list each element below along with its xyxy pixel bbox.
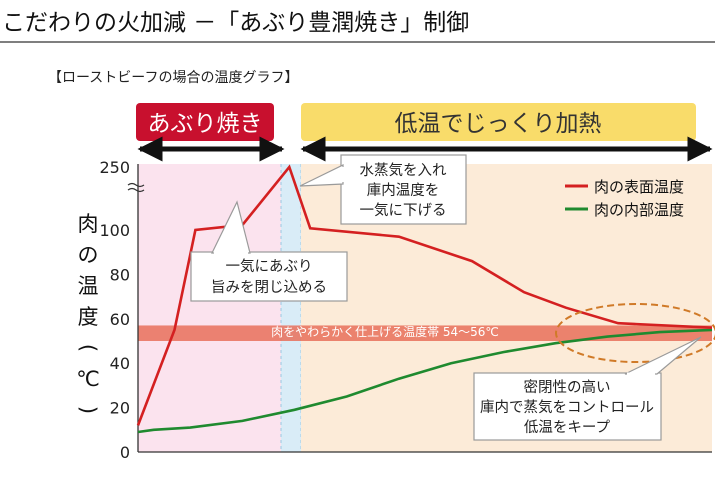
low-temp-dashed-oval	[555, 303, 715, 363]
callout-sealed: 密閉性の高い 庫内で蒸気をコントロール 低温をキープ	[473, 336, 702, 441]
callout-sear-line-2: 旨みを閉じ込める	[211, 279, 327, 296]
callout-sealed-line-3: 低温をキープ	[524, 419, 611, 436]
y-tick-label: 40	[110, 354, 130, 373]
y-axis-title-char: の	[78, 243, 99, 267]
series-line-surface	[136, 164, 713, 426]
zone-steam	[281, 164, 301, 452]
y-tick-label: 60	[110, 310, 130, 329]
callout-sealed-line-1: 密閉性の高い	[524, 379, 611, 396]
y-axis-title-char: ℃	[76, 367, 100, 391]
callout-steam-line-1: 水蒸気を入れ	[360, 162, 447, 179]
y-tick-label: 100	[99, 221, 130, 240]
y-tick-labels: 0 20 40 60 80 100 250	[99, 158, 130, 462]
page-title: こだわりの火加減 －「あぶり豊潤焼き」制御	[2, 10, 469, 36]
phase-banner-low-label: 低温でじっくり加熱	[395, 111, 602, 137]
callout-sealed-box	[473, 372, 662, 441]
y-axis-title-char: 度	[78, 305, 99, 329]
legend: 肉の表面温度 肉の内部温度	[565, 178, 684, 219]
y-tick-label: 250	[99, 158, 130, 177]
phase-banner-sear-label: あぶり焼き	[148, 111, 263, 137]
y-tick-label: 80	[110, 265, 130, 284]
callout-steam-line-3: 一気に下げる	[360, 202, 447, 219]
callout-sear-line-1: 一気にあぶり	[226, 258, 313, 275]
callout-sear: 一気にあぶり 旨みを閉じ込める	[190, 200, 348, 302]
axis-break-icon	[127, 182, 145, 193]
callout-steam-box	[340, 154, 467, 225]
y-axis-title-char: 肉	[78, 212, 99, 236]
y-axis-title-char: (	[76, 344, 100, 352]
phase-banner-low	[301, 103, 696, 141]
callout-steam: 水蒸気を入れ 庫内温度を 一気に下げる	[299, 154, 467, 225]
callout-sealed-line-2: 庫内で蒸気をコントロール	[480, 399, 654, 416]
y-axis-title-char: 温	[78, 274, 99, 298]
y-axis-title-char: )	[76, 406, 100, 414]
legend-label-surface: 肉の表面温度	[594, 178, 684, 196]
optimal-band-label: 肉をやわらかく仕上げる温度帯 54～56℃	[271, 324, 499, 339]
y-tick-label: 20	[110, 399, 130, 418]
series-line-internal	[137, 328, 713, 434]
legend-label-internal: 肉の内部温度	[594, 201, 684, 219]
y-tick-label: 0	[120, 443, 130, 462]
optimal-temperature-band	[138, 325, 712, 341]
callout-sear-box	[190, 251, 348, 302]
zone-sear	[138, 164, 281, 452]
chart-subtitle: 【ローストビーフの場合の温度グラフ】	[48, 70, 298, 86]
phase-banner-sear	[136, 103, 274, 141]
callout-steam-line-2: 庫内温度を	[367, 182, 440, 199]
